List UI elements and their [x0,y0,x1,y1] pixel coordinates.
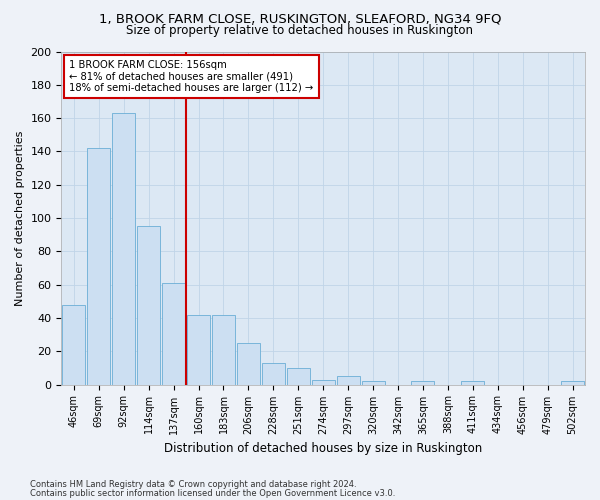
Y-axis label: Number of detached properties: Number of detached properties [15,130,25,306]
Bar [312,380,335,384]
Bar [112,113,135,384]
Text: Contains HM Land Registry data © Crown copyright and database right 2024.: Contains HM Land Registry data © Crown c… [30,480,356,489]
Bar [237,343,260,384]
Bar [287,368,310,384]
Text: Contains public sector information licensed under the Open Government Licence v3: Contains public sector information licen… [30,488,395,498]
Bar [561,381,584,384]
Text: 1 BROOK FARM CLOSE: 156sqm
← 81% of detached houses are smaller (491)
18% of sem: 1 BROOK FARM CLOSE: 156sqm ← 81% of deta… [69,60,314,93]
Bar [212,314,235,384]
Bar [187,314,210,384]
Bar [88,148,110,384]
Text: Size of property relative to detached houses in Ruskington: Size of property relative to detached ho… [127,24,473,37]
Bar [137,226,160,384]
Bar [412,381,434,384]
Bar [162,283,185,384]
Bar [337,376,359,384]
Bar [62,304,85,384]
Bar [362,381,385,384]
Bar [262,363,285,384]
Text: 1, BROOK FARM CLOSE, RUSKINGTON, SLEAFORD, NG34 9FQ: 1, BROOK FARM CLOSE, RUSKINGTON, SLEAFOR… [99,12,501,26]
Bar [461,381,484,384]
X-axis label: Distribution of detached houses by size in Ruskington: Distribution of detached houses by size … [164,442,482,455]
